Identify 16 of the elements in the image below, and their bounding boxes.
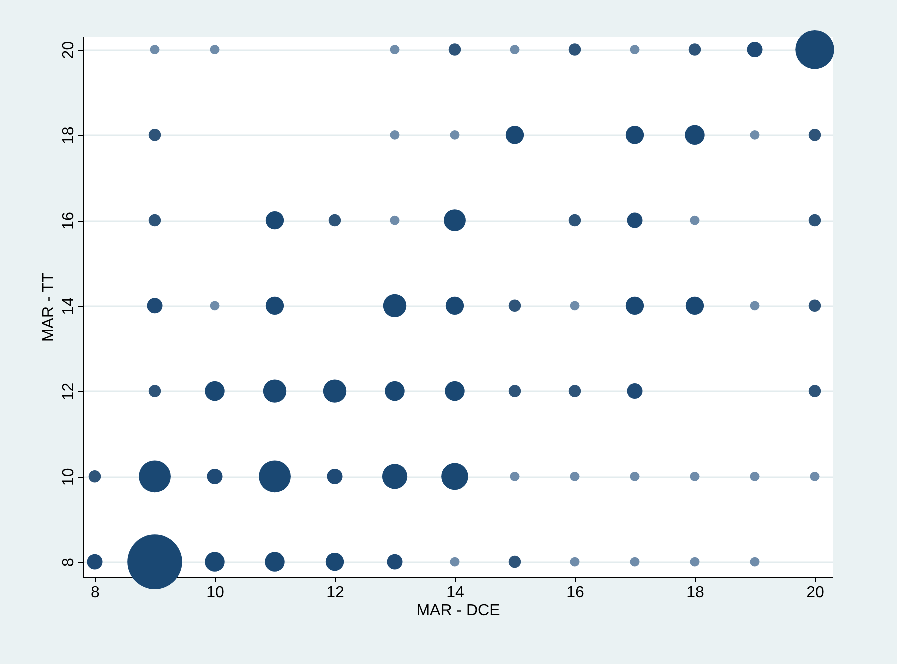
- y-tick-label: 20: [60, 41, 78, 60]
- x-tick-label: 10: [206, 584, 224, 602]
- x-tick-label: 20: [806, 584, 824, 602]
- y-tick-label: 18: [60, 126, 78, 145]
- y-axis-title: MAR - TT: [40, 272, 58, 342]
- x-axis-title: MAR - DCE: [416, 602, 500, 620]
- y-tick-label: 14: [60, 297, 78, 316]
- x-tick-label: 18: [686, 584, 704, 602]
- y-tick-label: 12: [60, 382, 78, 401]
- y-tick-label: 8: [60, 558, 78, 568]
- y-tick-label: 10: [60, 468, 78, 486]
- x-tick-label: 12: [326, 584, 344, 602]
- y-tick-label: 16: [60, 212, 78, 230]
- x-tick-label: 8: [91, 584, 100, 602]
- x-tick-label: 16: [566, 584, 584, 602]
- x-tick-label: 14: [446, 584, 464, 602]
